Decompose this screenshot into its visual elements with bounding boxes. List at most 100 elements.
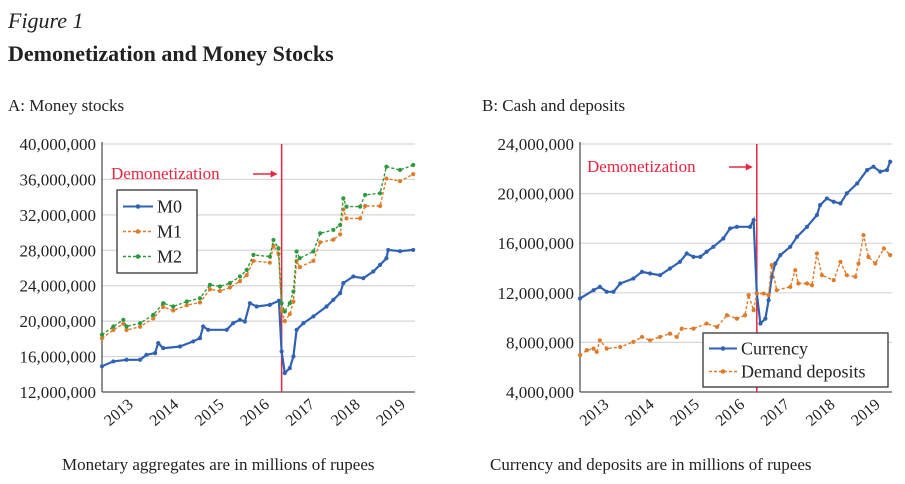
- data-point: [237, 279, 243, 284]
- data-point: [704, 249, 709, 254]
- data-point: [242, 319, 247, 324]
- data-point: [184, 303, 189, 308]
- data-point: [754, 291, 759, 296]
- data-point: [151, 316, 156, 321]
- series-currency: [577, 159, 893, 326]
- data-point: [747, 224, 753, 229]
- data-point: [251, 258, 256, 264]
- data-point: [794, 234, 800, 239]
- data-point: [341, 196, 346, 201]
- data-point: [766, 293, 771, 298]
- data-point: [597, 284, 602, 289]
- data-point: [861, 233, 866, 238]
- data-point: [111, 327, 116, 333]
- y-tick-label: 32,000,000: [20, 206, 97, 225]
- data-point: [358, 216, 363, 221]
- x-tick-label: 2014: [622, 396, 657, 430]
- data-point: [344, 216, 349, 221]
- data-point: [294, 249, 299, 254]
- data-point: [331, 227, 336, 233]
- data-point: [201, 324, 206, 329]
- arrow-head: [745, 163, 753, 171]
- data-point: [734, 224, 740, 229]
- panel-b-title: B: Cash and deposits: [482, 96, 625, 115]
- data-point: [639, 334, 645, 340]
- data-point: [184, 299, 189, 304]
- data-point: [657, 273, 663, 278]
- figure-label: Figure 1: [8, 8, 84, 33]
- data-point: [224, 327, 229, 332]
- data-point: [99, 364, 105, 369]
- data-point: [361, 276, 366, 281]
- data-point: [377, 203, 383, 209]
- data-point: [881, 246, 886, 251]
- data-point: [631, 276, 636, 281]
- data-point: [267, 254, 272, 259]
- data-point: [698, 254, 703, 259]
- data-point: [677, 259, 683, 264]
- data-point: [99, 336, 105, 341]
- legend-label: M2: [157, 247, 182, 267]
- data-point: [604, 346, 609, 351]
- data-point: [247, 301, 252, 306]
- data-point: [161, 301, 166, 306]
- data-point: [631, 339, 636, 345]
- data-point: [206, 327, 211, 332]
- legend-swatch-marker: [720, 346, 726, 351]
- data-point: [856, 261, 861, 266]
- data-point: [855, 181, 860, 186]
- data-point: [156, 341, 161, 346]
- data-point: [276, 298, 282, 303]
- data-point: [371, 269, 376, 274]
- data-point: [751, 308, 756, 313]
- data-point: [684, 251, 689, 256]
- data-point: [138, 321, 143, 326]
- data-point: [809, 283, 815, 288]
- data-point: [866, 254, 871, 259]
- data-point: [873, 261, 878, 266]
- data-point: [297, 265, 302, 270]
- data-point: [818, 203, 823, 208]
- data-point: [267, 260, 272, 265]
- data-point: [237, 274, 243, 279]
- data-point: [824, 196, 829, 201]
- data-point: [111, 324, 116, 329]
- legend-label: Currency: [741, 339, 808, 359]
- data-point: [377, 262, 383, 267]
- data-point: [577, 353, 583, 358]
- data-point: [597, 338, 602, 343]
- data-point: [144, 352, 149, 357]
- series-line: [101, 248, 414, 376]
- data-point: [844, 273, 849, 278]
- x-tick-label: 2015: [192, 396, 227, 430]
- data-point: [279, 349, 284, 354]
- data-point: [838, 201, 843, 206]
- data-point: [287, 311, 292, 317]
- data-point: [99, 332, 105, 337]
- data-point: [171, 308, 176, 313]
- data-point: [152, 351, 158, 356]
- data-point: [838, 259, 843, 264]
- data-point: [254, 304, 259, 309]
- data-point: [282, 370, 287, 376]
- data-point: [714, 324, 720, 329]
- legend-label: Demand deposits: [741, 362, 865, 382]
- data-point: [287, 301, 292, 306]
- data-point: [667, 331, 673, 336]
- panel-a-caption: Monetary aggregates are in millions of r…: [62, 455, 375, 474]
- data-point: [251, 252, 256, 257]
- data-point: [657, 334, 663, 340]
- data-point: [121, 321, 126, 326]
- data-point: [888, 253, 893, 258]
- arrow-head: [270, 170, 278, 178]
- data-point: [279, 308, 284, 313]
- series-m1: [99, 172, 416, 341]
- data-point: [844, 191, 849, 196]
- data-point: [291, 354, 296, 359]
- legend-swatch-marker: [135, 229, 141, 234]
- data-point: [591, 346, 596, 351]
- series-m2: [99, 162, 416, 337]
- y-tick-label: 16,000,000: [498, 234, 575, 253]
